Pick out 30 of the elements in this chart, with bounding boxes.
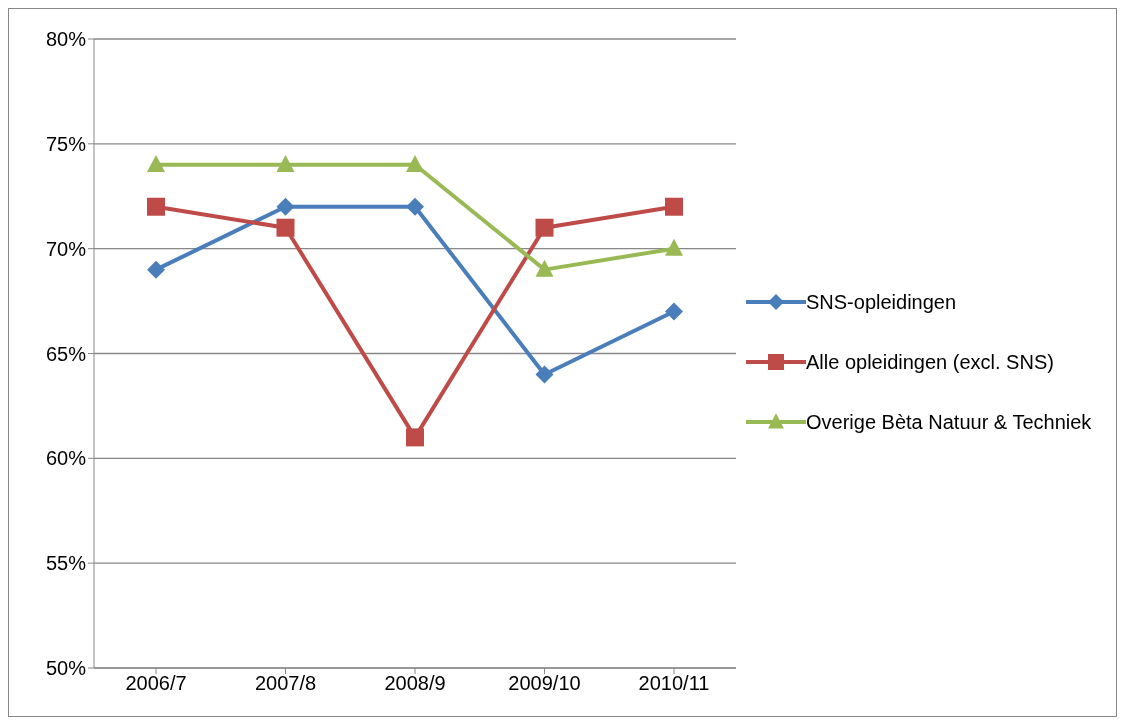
y-tick-label: 55% <box>45 552 87 575</box>
point <box>406 428 424 447</box>
y-tick-label: 70% <box>45 237 87 260</box>
point <box>665 197 683 216</box>
point <box>406 154 424 172</box>
y-tick-label: 65% <box>45 342 87 365</box>
point <box>665 302 683 321</box>
point <box>147 260 165 279</box>
point <box>406 197 424 216</box>
y-tick-label: 50% <box>45 657 87 680</box>
x-tick-label: 2009/10 <box>508 672 581 695</box>
legend-label: SNS-opleidingen <box>806 289 958 315</box>
x-tick-label: 2007/8 <box>254 672 317 695</box>
y-tick-label: 80% <box>45 28 87 51</box>
y-tick-label: 60% <box>45 447 87 470</box>
point <box>665 238 683 256</box>
point <box>276 218 295 237</box>
point <box>276 154 295 172</box>
x-tick-label: 2008/9 <box>384 672 446 695</box>
y-tick-label: 75% <box>45 132 87 155</box>
point <box>147 197 165 216</box>
point <box>276 197 295 216</box>
point <box>535 365 554 384</box>
point <box>147 154 165 172</box>
point <box>535 218 554 237</box>
x-tick-label: 2006/7 <box>125 672 187 695</box>
legend-label: Overige Bèta Natuur & Techniek <box>806 409 1093 435</box>
x-tick-label: 2010/11 <box>638 672 710 695</box>
point <box>535 259 554 277</box>
legend-label: Alle opleidingen (excl. SNS) <box>806 349 1055 375</box>
